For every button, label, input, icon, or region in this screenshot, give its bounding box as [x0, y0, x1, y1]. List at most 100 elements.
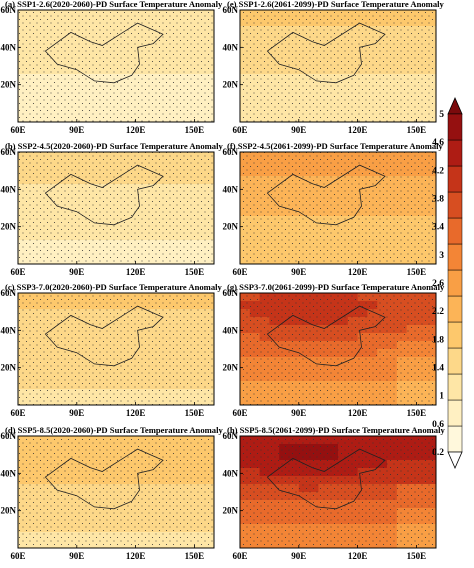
y-tick-label: 20N [1, 506, 17, 516]
panel-title: (c) SSP3-7.0(2020-2060)-PD Surface Tempe… [5, 282, 223, 292]
map-frame [17, 292, 215, 406]
map-panel: (e) SSP1-2.6(2061-2099)-PD Surface Tempe… [223, 0, 445, 135]
map-frame [17, 435, 215, 549]
x-tick-label: 60E [10, 551, 25, 561]
x-tick-label: 90E [69, 551, 84, 561]
colorbar-tick-label: 1 [439, 392, 444, 402]
x-tick-label: 120E [126, 408, 146, 418]
y-tick-label: 20N [223, 506, 239, 516]
map-panel: (g) SSP3-7.0(2061-2099)-PD Surface Tempe… [223, 282, 445, 418]
country-border [44, 448, 164, 510]
y-tick-label: 20N [223, 80, 239, 90]
colorbar-segment [447, 269, 463, 297]
significance-stippling [18, 293, 214, 405]
colorbar-tick-label: 3 [439, 251, 444, 261]
country-border [266, 448, 386, 510]
map-field [240, 436, 436, 548]
y-tick-label: 40N [223, 325, 239, 335]
x-tick-label: 90E [291, 125, 306, 135]
y-tick-label: 20N [223, 222, 239, 232]
y-tick-label: 40N [1, 468, 17, 478]
colorbar-tick-label: 1.4 [432, 364, 444, 374]
y-tick-label: 20N [1, 222, 17, 232]
panel-title: (f) SSP2-4.5(2061-2099)-PD Surface Tempe… [227, 141, 444, 151]
country-border [266, 164, 386, 226]
map-field [18, 152, 214, 264]
map-frame [239, 292, 437, 406]
colorbar-tick-label: 2.2 [432, 307, 444, 317]
x-tick-label: 90E [69, 267, 84, 277]
country-border [266, 305, 386, 367]
significance-stippling [18, 10, 214, 122]
map-panel: (h) SSP5-8.5(2061-2099)-PD Surface Tempe… [223, 425, 446, 561]
x-tick-label: 90E [69, 408, 84, 418]
colorbar-segment [447, 139, 463, 167]
map-field [18, 10, 214, 122]
y-tick-label: 40N [1, 325, 17, 335]
colorbar-segment [447, 399, 463, 427]
map-panel: (c) SSP3-7.0(2020-2060)-PD Surface Tempe… [1, 282, 223, 418]
colorbar-segment [447, 373, 463, 401]
x-tick-label: 60E [10, 408, 25, 418]
colorbar-tick-label: 2.6 [432, 279, 444, 289]
panel-title: (d) SSP5-8.5(2020-2060)-PD Surface Tempe… [5, 425, 223, 435]
significance-stippling [18, 436, 214, 548]
x-tick-label: 120E [348, 125, 368, 135]
colorbar-segment [447, 217, 463, 245]
panel-title: (h) SSP5-8.5(2061-2099)-PD Surface Tempe… [227, 425, 445, 435]
significance-stippling [240, 436, 436, 548]
y-tick-label: 60N [1, 5, 17, 15]
map-frame [239, 9, 437, 123]
x-tick-label: 120E [348, 551, 368, 561]
colorbar: 0.2 0.6 1 1.4 1.8 2.2 2.6 3 3.4 3.8 4.2 4.6 5 [432, 97, 463, 469]
y-tick-label: 60N [1, 288, 17, 298]
significance-stippling [18, 152, 214, 264]
map-panel: (b) SSP2-4.5(2020-2060)-PD Surface Tempe… [1, 141, 224, 277]
panel-title: (b) SSP2-4.5(2020-2060)-PD Surface Tempe… [5, 141, 223, 151]
colorbar-segment [447, 425, 463, 453]
y-tick-label: 20N [1, 80, 17, 90]
x-tick-label: 60E [232, 267, 247, 277]
x-tick-label: 60E [10, 267, 25, 277]
y-tick-label: 40N [1, 184, 17, 194]
y-tick-label: 60N [223, 5, 239, 15]
significance-stippling [240, 152, 436, 264]
significance-stippling [240, 293, 436, 405]
colorbar-segment [447, 113, 463, 141]
y-tick-label: 60N [223, 431, 239, 441]
map-field [240, 152, 436, 264]
panel-title: (g) SSP3-7.0(2061-2099)-PD Surface Tempe… [227, 282, 445, 292]
x-tick-label: 60E [232, 408, 247, 418]
colorbar-tick-label: 5 [439, 110, 444, 120]
y-tick-label: 60N [1, 431, 17, 441]
x-tick-label: 120E [126, 551, 146, 561]
y-tick-label: 40N [223, 184, 239, 194]
colorbar-tick-label: 0.6 [432, 420, 444, 430]
x-tick-label: 120E [348, 408, 368, 418]
y-tick-label: 40N [1, 42, 17, 52]
colorbar-tick-label: 4.6 [432, 138, 444, 148]
map-field [240, 10, 436, 122]
map-frame [239, 151, 437, 265]
x-tick-label: 90E [291, 267, 306, 277]
country-border [44, 22, 164, 84]
colorbar-segment [447, 165, 463, 193]
colorbar-tick-label: 3.8 [432, 195, 444, 205]
x-tick-label: 150E [407, 125, 427, 135]
x-tick-label: 150E [185, 267, 205, 277]
colorbar-tick-label: 0.2 [432, 448, 444, 458]
panel-title: (a) SSP1-2.6(2020-2060)-PD Surface Tempe… [5, 0, 223, 9]
colorbar-segment [447, 347, 463, 375]
x-tick-label: 150E [407, 408, 427, 418]
map-field [18, 436, 214, 548]
colorbar-top-arrow [447, 97, 463, 115]
x-tick-label: 150E [185, 408, 205, 418]
y-tick-label: 60N [1, 147, 17, 157]
x-tick-label: 60E [10, 125, 25, 135]
x-tick-label: 120E [348, 267, 368, 277]
colorbar-segment [447, 191, 463, 219]
colorbar-segment [447, 321, 463, 349]
country-border [266, 22, 386, 84]
map-panel: (a) SSP1-2.6(2020-2060)-PD Surface Tempe… [1, 0, 223, 135]
